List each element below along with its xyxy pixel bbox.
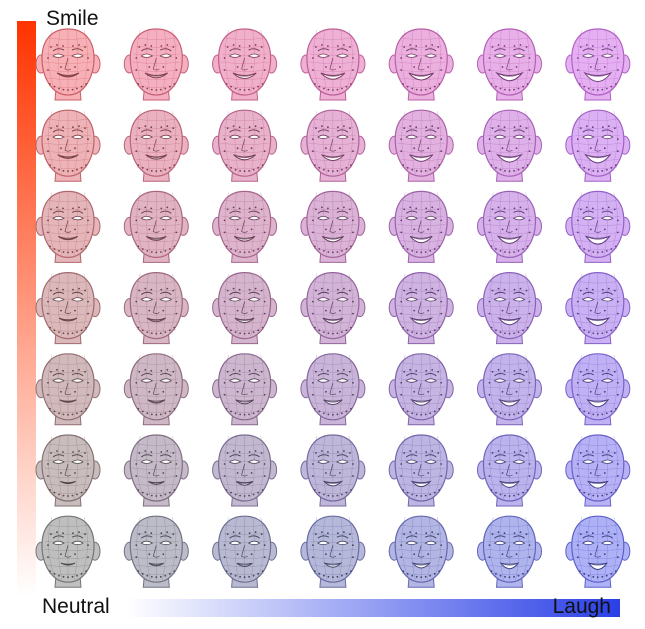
neutral-axis-label: Neutral bbox=[42, 595, 110, 618]
wireframe-face-icon bbox=[35, 28, 101, 101]
wireframe-face-icon bbox=[300, 434, 366, 507]
wireframe-face-icon bbox=[35, 190, 101, 263]
wireframe-face-icon bbox=[388, 353, 454, 426]
wireframe-face-icon bbox=[477, 190, 542, 263]
smile-axis-label: Smile bbox=[46, 7, 99, 30]
smile-gradient-bar bbox=[17, 21, 36, 597]
wireframe-face-icon bbox=[123, 190, 189, 263]
wireframe-face-icon bbox=[212, 272, 278, 345]
wireframe-face-icon bbox=[477, 515, 542, 588]
wireframe-face-icon bbox=[477, 109, 542, 182]
laugh-axis-label: Laugh bbox=[552, 595, 611, 618]
wireframe-face-icon bbox=[565, 515, 631, 588]
wireframe-face-icon bbox=[565, 272, 631, 345]
wireframe-face-icon bbox=[388, 272, 454, 345]
wireframe-face-icon bbox=[388, 434, 454, 507]
wireframe-face-icon bbox=[212, 190, 278, 263]
wireframe-face-icon bbox=[212, 109, 278, 182]
laugh-gradient-bar bbox=[126, 599, 620, 617]
wireframe-face-icon bbox=[212, 28, 278, 101]
wireframe-face-icon bbox=[123, 109, 189, 182]
wireframe-face-icon bbox=[388, 28, 454, 101]
wireframe-face-icon bbox=[565, 28, 631, 101]
wireframe-face-icon bbox=[565, 190, 631, 263]
wireframe-face-icon bbox=[388, 190, 454, 263]
wireframe-face-icon bbox=[477, 272, 542, 345]
wireframe-face-icon bbox=[477, 434, 542, 507]
wireframe-face-icon bbox=[300, 272, 366, 345]
wireframe-face-icon bbox=[477, 353, 542, 426]
wireframe-face-icon bbox=[123, 515, 189, 588]
wireframe-face-icon bbox=[565, 353, 631, 426]
wireframe-face-icon bbox=[35, 353, 101, 426]
wireframe-face-icon bbox=[477, 28, 542, 101]
wireframe-face-icon bbox=[123, 353, 189, 426]
wireframe-face-icon bbox=[35, 434, 101, 507]
wireframe-face-icon bbox=[212, 353, 278, 426]
wireframe-face-icon bbox=[300, 515, 366, 588]
wireframe-face-icon bbox=[123, 434, 189, 507]
wireframe-face-icon bbox=[565, 434, 631, 507]
wireframe-face-icon bbox=[212, 434, 278, 507]
wireframe-face-icon bbox=[35, 272, 101, 345]
wireframe-face-icon bbox=[212, 515, 278, 588]
wireframe-face-icon bbox=[300, 109, 366, 182]
wireframe-face-icon bbox=[300, 28, 366, 101]
wireframe-face-icon bbox=[388, 109, 454, 182]
wireframe-face-icon bbox=[123, 272, 189, 345]
wireframe-face-icon bbox=[565, 109, 631, 182]
wireframe-face-icon bbox=[388, 515, 454, 588]
wireframe-face-icon bbox=[123, 28, 189, 101]
wireframe-face-icon bbox=[35, 109, 101, 182]
wireframe-face-icon bbox=[300, 353, 366, 426]
wireframe-face-icon bbox=[300, 190, 366, 263]
wireframe-face-icon bbox=[35, 515, 101, 588]
